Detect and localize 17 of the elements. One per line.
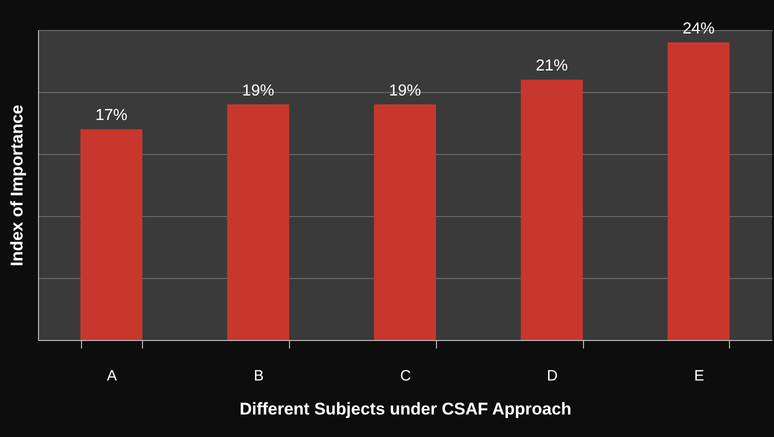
- x-tick-label: D: [546, 368, 558, 384]
- bar: [520, 80, 583, 340]
- x-axis-title: Different Subjects under CSAF Approach: [240, 400, 572, 418]
- y-axis-title: Index of Importance: [8, 104, 26, 266]
- data-label: 19%: [242, 82, 274, 100]
- data-label: 17%: [95, 107, 128, 124]
- data-label: 21%: [536, 58, 568, 75]
- x-tick-label: C: [400, 368, 412, 384]
- x-tick-label: B: [254, 368, 264, 384]
- bar: [668, 42, 730, 340]
- x-tick-label: A: [106, 368, 117, 384]
- bar: [227, 104, 290, 340]
- data-label: 19%: [388, 82, 422, 100]
- data-label: 24%: [682, 20, 715, 38]
- x-tick-label: E: [694, 368, 704, 384]
- bar: [80, 129, 142, 340]
- bar: [374, 104, 436, 340]
